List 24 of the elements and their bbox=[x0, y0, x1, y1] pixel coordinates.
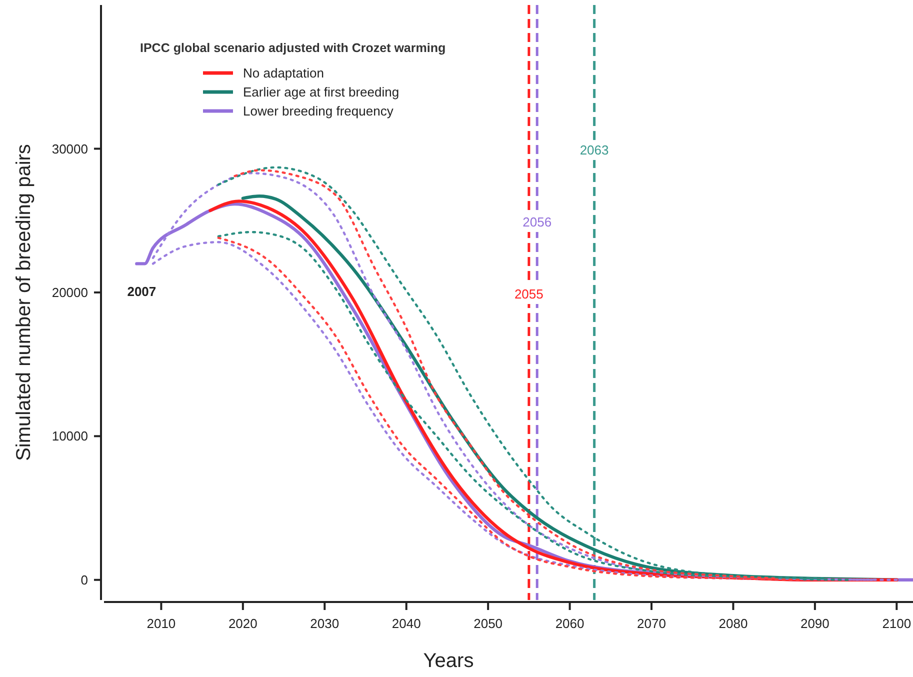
y-tick-label: 20000 bbox=[52, 284, 88, 300]
x-tick-label: 2010 bbox=[146, 616, 176, 631]
y-axis-title: Simulated number of breeding pairs bbox=[13, 144, 35, 461]
x-axis-title: Years bbox=[423, 650, 474, 672]
x-tick-label: 2100 bbox=[882, 616, 912, 631]
x-tick-label: 2030 bbox=[310, 616, 340, 631]
ref-line-label: 2055 bbox=[514, 286, 544, 302]
legend-label: No adaptation bbox=[243, 66, 324, 81]
x-tick-label: 2050 bbox=[474, 616, 503, 631]
legend-title: IPCC global scenario adjusted with Crozet warming bbox=[140, 41, 446, 55]
legend-label: Lower breeding frequency bbox=[243, 104, 394, 119]
legend-label: Earlier age at first breeding bbox=[243, 84, 400, 100]
y-tick-label: 30000 bbox=[52, 141, 88, 156]
x-tick-label: 2090 bbox=[800, 616, 830, 631]
y-tick-label: 0 bbox=[80, 572, 88, 588]
x-tick-label: 2080 bbox=[718, 616, 748, 631]
ref-line-label: 2063 bbox=[580, 142, 609, 158]
x-tick-label: 2020 bbox=[228, 616, 258, 631]
x-tick-label: 2040 bbox=[392, 616, 421, 631]
y-tick-label: 10000 bbox=[52, 428, 88, 444]
x-tick-label: 2070 bbox=[637, 616, 666, 631]
x-tick-label: 2060 bbox=[555, 616, 584, 631]
annotation: 2007 bbox=[127, 284, 156, 300]
ref-line-label: 2056 bbox=[522, 214, 552, 230]
